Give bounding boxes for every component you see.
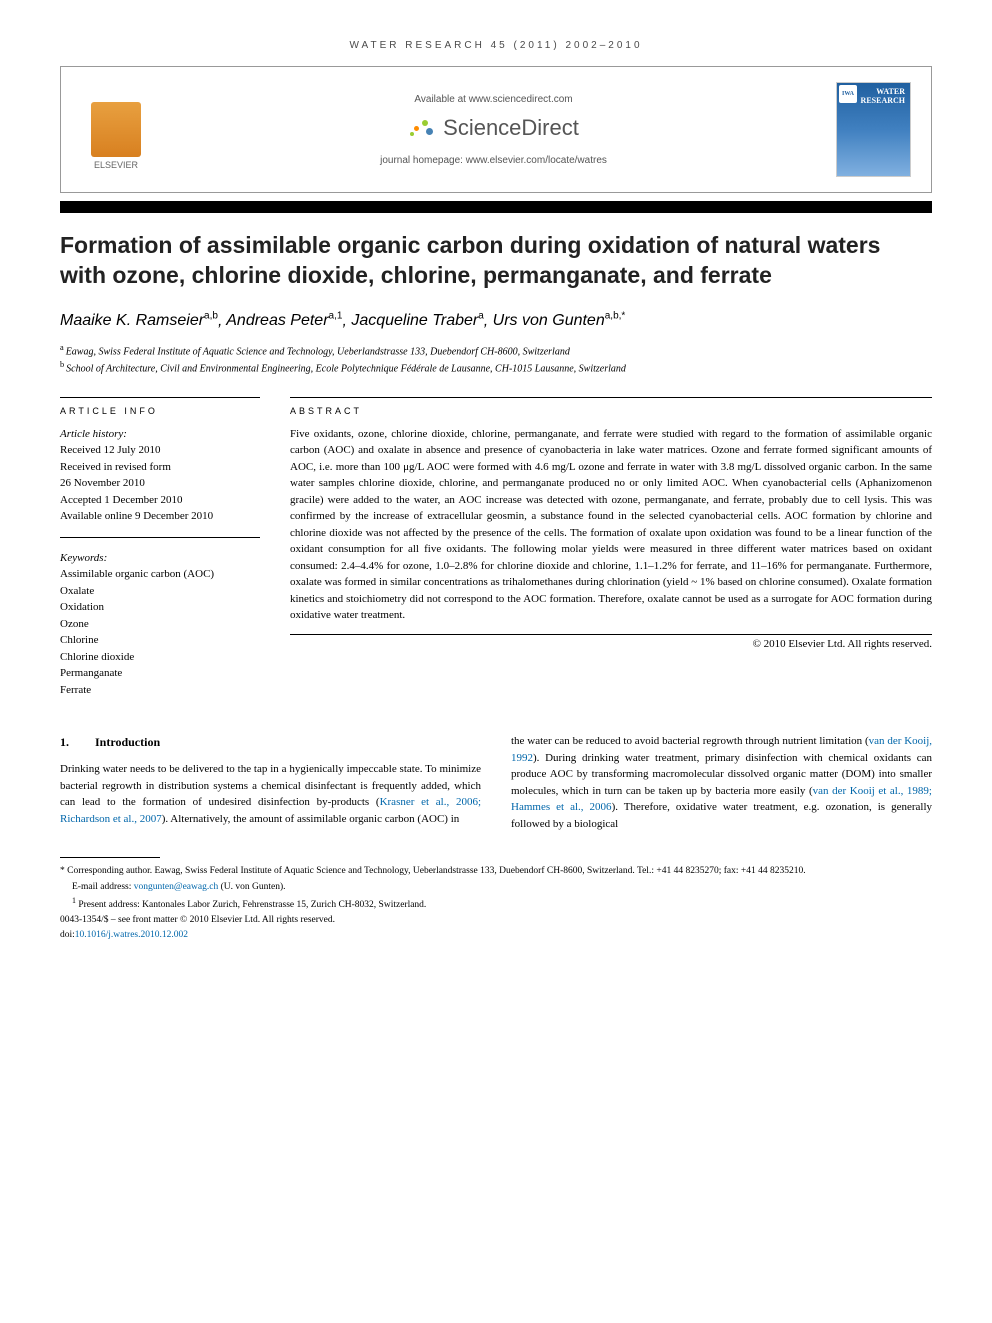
issn-line: 0043-1354/$ – see front matter © 2010 El… <box>60 913 932 927</box>
body-paragraph: the water can be reduced to avoid bacter… <box>511 733 932 832</box>
journal-homepage: journal homepage: www.elsevier.com/locat… <box>151 155 836 166</box>
elsevier-label: ELSEVIER <box>94 160 138 170</box>
abstract-heading: ABSTRACT <box>290 397 932 416</box>
doi-link[interactable]: 10.1016/j.watres.2010.12.002 <box>75 930 188 940</box>
section-number: 1. <box>60 733 95 751</box>
author: Urs von Guntena,b,* <box>493 312 626 329</box>
title-bar <box>60 201 932 213</box>
info-abstract-row: ARTICLE INFO Article history: Received 1… <box>60 397 932 699</box>
footnotes: * Corresponding author. Eawag, Swiss Fed… <box>60 864 932 942</box>
header-box: ELSEVIER Available at www.sciencedirect.… <box>60 66 932 193</box>
sciencedirect-text: ScienceDirect <box>443 115 579 141</box>
keywords-list: Assimilable organic carbon (AOC)OxalateO… <box>60 566 260 698</box>
header-citation: WATER RESEARCH 45 (2011) 2002–2010 <box>60 40 932 51</box>
elsevier-tree-icon <box>91 102 141 157</box>
corresponding-author: * Corresponding author. Eawag, Swiss Fed… <box>60 864 932 878</box>
email-line: E-mail address: vongunten@eawag.ch (U. v… <box>60 880 932 894</box>
keywords-block: Keywords: Assimilable organic carbon (AO… <box>60 550 260 699</box>
keyword: Oxidation <box>60 599 260 616</box>
keyword: Assimilable organic carbon (AOC) <box>60 566 260 583</box>
elsevier-logo: ELSEVIER <box>81 90 151 170</box>
keyword: Ferrate <box>60 682 260 699</box>
accepted-date: Accepted 1 December 2010 <box>60 492 260 509</box>
author: Jacqueline Trabera <box>351 312 483 329</box>
footer-divider <box>60 857 160 858</box>
sciencedirect-logo: ScienceDirect <box>408 115 579 141</box>
cover-title: WATER RESEARCH <box>861 88 905 106</box>
journal-cover: IWA WATER RESEARCH <box>836 82 911 177</box>
affiliation: bSchool of Architecture, Civil and Envir… <box>60 359 932 376</box>
affiliations: aEawag, Swiss Federal Institute of Aquat… <box>60 342 932 377</box>
abstract-column: ABSTRACT Five oxidants, ozone, chlorine … <box>290 397 932 699</box>
body-paragraph: Drinking water needs to be delivered to … <box>60 761 481 827</box>
body-columns: 1.Introduction Drinking water needs to b… <box>60 733 932 832</box>
body-col-left: 1.Introduction Drinking water needs to b… <box>60 733 481 832</box>
abstract-copyright: © 2010 Elsevier Ltd. All rights reserved… <box>290 638 932 650</box>
section-title: Introduction <box>95 735 160 749</box>
doi-line: doi:10.1016/j.watres.2010.12.002 <box>60 928 932 942</box>
online-date: Available online 9 December 2010 <box>60 508 260 525</box>
affiliation: aEawag, Swiss Federal Institute of Aquat… <box>60 342 932 359</box>
keywords-label: Keywords: <box>60 550 260 567</box>
sciencedirect-dots-icon <box>408 118 438 138</box>
keyword: Oxalate <box>60 583 260 600</box>
section-heading-1: 1.Introduction <box>60 733 481 751</box>
keyword: Chlorine dioxide <box>60 649 260 666</box>
email-link[interactable]: vongunten@eawag.ch <box>134 882 218 892</box>
abstract-text: Five oxidants, ozone, chlorine dioxide, … <box>290 426 932 635</box>
history-label: Article history: <box>60 426 260 443</box>
history-block: Article history: Received 12 July 2010 R… <box>60 426 260 538</box>
keyword: Ozone <box>60 616 260 633</box>
info-heading: ARTICLE INFO <box>60 397 260 416</box>
header-center: Available at www.sciencedirect.com Scien… <box>151 94 836 166</box>
authors: Maaike K. Ramseiera,b, Andreas Petera,1,… <box>60 311 932 330</box>
author: Andreas Petera,1 <box>226 312 342 329</box>
revised-date: 26 November 2010 <box>60 475 260 492</box>
received-date: Received 12 July 2010 <box>60 442 260 459</box>
author: Maaike K. Ramseiera,b <box>60 312 218 329</box>
revised-label: Received in revised form <box>60 459 260 476</box>
keyword: Permanganate <box>60 665 260 682</box>
keyword: Chlorine <box>60 632 260 649</box>
body-col-right: the water can be reduced to avoid bacter… <box>511 733 932 832</box>
article-title: Formation of assimilable organic carbon … <box>60 231 932 291</box>
article-info: ARTICLE INFO Article history: Received 1… <box>60 397 260 699</box>
available-at: Available at www.sciencedirect.com <box>151 94 836 105</box>
cover-badge: IWA <box>839 85 857 103</box>
present-address: 1 Present address: Kantonales Labor Zuri… <box>60 895 932 912</box>
